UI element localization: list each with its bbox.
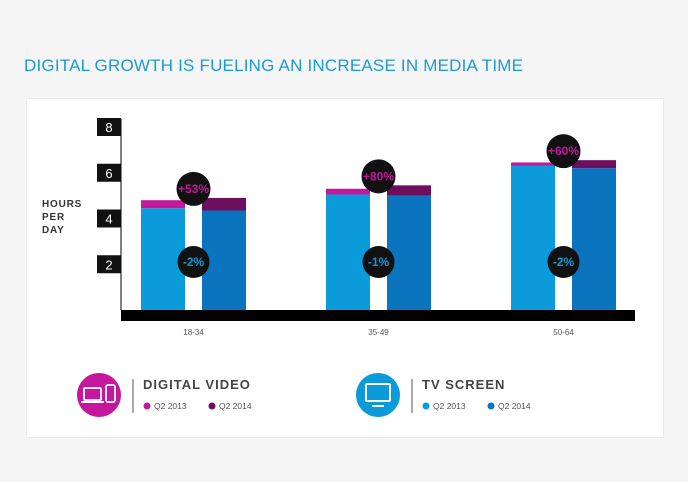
y-tick-box [97,163,121,182]
bar-digital-18-34 [141,200,185,209]
tv-change-badge [362,246,395,278]
tv-change-label: -2% [553,255,575,269]
legend-item: Q2 2014 [498,401,531,411]
y-tick-label: 6 [105,166,112,181]
digital-change-label: +80% [363,169,394,183]
legend-swatch [143,402,151,410]
tv-screen-icon [365,383,391,402]
bar-digital-18-34 [202,197,246,211]
y-tick-label: 4 [105,212,112,227]
legend-item: Q2 2014 [219,401,252,411]
y-tick-box [97,209,121,228]
y-tick-label: 8 [105,120,112,135]
x-tick-label: 18-34 [183,328,204,337]
y-axis-label: HOURS [42,199,82,210]
y-tick-box [97,118,121,136]
legend-item: Q2 2013 [433,401,466,411]
legend-swatch [487,402,495,410]
tv-change-badge [547,246,580,278]
tv-change-label: -2% [183,255,205,269]
legend-swatch [208,402,216,410]
legend-title-tv-screen: TV SCREEN [422,377,505,392]
legend-item: Q2 2013 [154,401,187,411]
phone-icon [105,384,116,403]
bar-digital-35-49 [387,185,431,196]
digital-change-badge [176,171,211,206]
y-tick-label: 2 [105,257,112,272]
tv-change-label: -1% [368,255,390,269]
digital-change-label: +53% [178,182,209,196]
legend-swatch [422,402,430,410]
devices-icon [77,373,121,417]
y-axis-label: PER [42,212,65,223]
legend-title-digital-video: DIGITAL VIDEO [143,377,251,392]
tv-change-badge [177,246,210,278]
bar-tv-50-64 [572,168,616,310]
bar-tv-50-64 [511,165,555,310]
x-axis-baseline [121,310,635,321]
bar-digital-50-64 [511,162,555,166]
x-tick-label: 35-49 [368,328,389,337]
digital-change-badge [546,134,581,169]
laptop-icon [83,387,102,401]
chart-title: DIGITAL GROWTH IS FUELING AN INCREASE IN… [24,56,524,75]
digital-change-badge [361,159,396,194]
bar-tv-35-49 [326,194,370,310]
tv-icon [356,373,400,417]
x-tick-label: 50-64 [553,328,574,337]
bar-tv-35-49 [387,195,431,310]
bar-digital-35-49 [326,188,370,195]
y-tick-box [97,255,121,274]
bar-tv-18-34 [141,208,185,310]
digital-change-label: +60% [548,144,579,158]
y-axis-label: DAY [42,225,65,236]
bar-digital-50-64 [572,160,616,169]
